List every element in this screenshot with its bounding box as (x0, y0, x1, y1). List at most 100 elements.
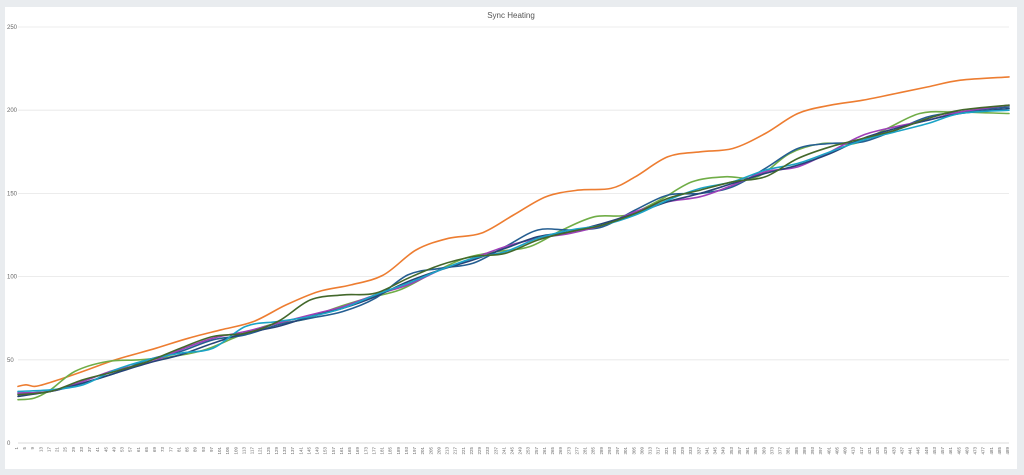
x-tick-label: 93 (201, 447, 206, 453)
x-tick-label: 129 (274, 447, 279, 455)
x-tick-label: 345 (713, 447, 718, 455)
x-tick-label: 289 (599, 447, 604, 455)
x-tick-label: 349 (721, 447, 726, 455)
x-tick-label: 373 (769, 447, 774, 455)
x-tick-label: 37 (87, 447, 92, 453)
x-tick-label: 85 (185, 447, 190, 453)
x-tick-label: 249 (518, 447, 523, 455)
x-tick-label: 405 (834, 447, 839, 455)
x-tick-label: 125 (266, 447, 271, 455)
x-tick-label: 285 (591, 447, 596, 455)
chart-card: Sync Heating 0 50 100 150 200 250 1 5 9 13 17 21 25… (5, 7, 1017, 469)
series-lines (17, 76, 1010, 401)
series-line-5 (17, 107, 1010, 398)
x-tick-label: 53 (120, 447, 125, 453)
x-tick-label: 109 (233, 447, 238, 455)
x-tick-label: 297 (615, 447, 620, 455)
x-tick-label: 117 (250, 447, 255, 455)
x-tick-label: 317 (656, 447, 661, 455)
x-tick-label: 441 (908, 447, 913, 455)
x-tick-label: 25 (63, 447, 68, 453)
x-tick-label: 41 (95, 447, 100, 453)
x-tick-label: 29 (71, 447, 76, 453)
x-tick-label: 169 (355, 447, 360, 455)
y-tick-label: 100 (7, 275, 18, 281)
x-tick-label: 397 (818, 447, 823, 455)
x-tick-label: 141 (298, 447, 303, 455)
x-tick-label: 181 (380, 447, 385, 455)
x-tick-label: 313 (648, 447, 653, 455)
x-tick-label: 65 (144, 447, 149, 453)
x-tick-label: 145 (306, 447, 311, 455)
x-tick-label: 137 (290, 447, 295, 455)
x-tick-label: 393 (810, 447, 815, 455)
x-tick-label: 481 (989, 447, 994, 455)
x-tick-label: 473 (973, 447, 978, 455)
x-tick-label: 209 (436, 447, 441, 455)
x-tick-label: 9 (30, 447, 35, 450)
grid-lines (18, 26, 1009, 444)
x-tick-label: 365 (753, 447, 758, 455)
x-tick-label: 429 (883, 447, 888, 455)
x-tick-label: 257 (534, 447, 539, 455)
x-tick-label: 13 (38, 447, 43, 453)
x-tick-label: 469 (964, 447, 969, 455)
x-tick-label: 49 (111, 447, 116, 453)
x-tick-label: 425 (875, 447, 880, 455)
x-tick-label: 265 (550, 447, 555, 455)
x-tick-label: 229 (477, 447, 482, 455)
x-tick-label: 45 (103, 447, 108, 453)
y-tick-label: 150 (7, 191, 18, 197)
x-tick-label: 329 (680, 447, 685, 455)
x-tick-label: 185 (388, 447, 393, 455)
x-tick-label: 361 (745, 447, 750, 455)
x-tick-label: 261 (542, 447, 547, 455)
y-axis: 0 50 100 150 200 250 (7, 25, 18, 447)
x-tick-label: 133 (282, 447, 287, 455)
x-tick-label: 197 (412, 447, 417, 455)
x-tick-label: 33 (79, 447, 84, 453)
x-tick-label: 453 (932, 447, 937, 455)
x-tick-label: 113 (241, 447, 246, 455)
x-tick-label: 5 (22, 447, 27, 450)
x-tick-label: 253 (526, 447, 531, 455)
x-tick-label: 333 (688, 447, 693, 455)
x-tick-label: 193 (404, 447, 409, 455)
x-tick-label: 409 (843, 447, 848, 455)
x-tick-label: 477 (981, 447, 986, 455)
y-tick-label: 250 (7, 25, 18, 31)
x-tick-label: 233 (485, 447, 490, 455)
x-tick-label: 389 (802, 447, 807, 455)
x-tick-label: 485 (997, 447, 1002, 455)
x-tick-label: 101 (217, 447, 222, 455)
x-tick-label: 1 (14, 447, 19, 450)
x-tick-label: 433 (891, 447, 896, 455)
x-tick-label: 437 (899, 447, 904, 455)
x-tick-label: 445 (916, 447, 921, 455)
x-tick-label: 465 (956, 447, 961, 455)
x-tick-label: 57 (128, 447, 133, 453)
x-tick-label: 421 (867, 447, 872, 455)
x-tick-label: 173 (363, 447, 368, 455)
chart-title: Sync Heating (487, 11, 535, 20)
x-tick-label: 69 (152, 447, 157, 453)
x-tick-label: 417 (859, 447, 864, 455)
x-tick-label: 377 (778, 447, 783, 455)
x-tick-label: 225 (469, 447, 474, 455)
x-tick-label: 97 (209, 447, 214, 453)
x-tick-label: 309 (639, 447, 644, 455)
x-tick-label: 305 (631, 447, 636, 455)
x-tick-label: 81 (176, 447, 181, 453)
x-tick-label: 217 (453, 447, 458, 455)
x-tick-label: 449 (924, 447, 929, 455)
x-tick-label: 325 (672, 447, 677, 455)
x-tick-label: 77 (168, 447, 173, 453)
x-tick-label: 321 (664, 447, 669, 455)
y-tick-label: 0 (7, 441, 11, 447)
x-tick-label: 201 (420, 447, 425, 455)
y-tick-label: 50 (7, 358, 14, 364)
x-tick-label: 237 (493, 447, 498, 455)
x-tick-label: 105 (225, 447, 230, 455)
x-tick-label: 369 (761, 447, 766, 455)
